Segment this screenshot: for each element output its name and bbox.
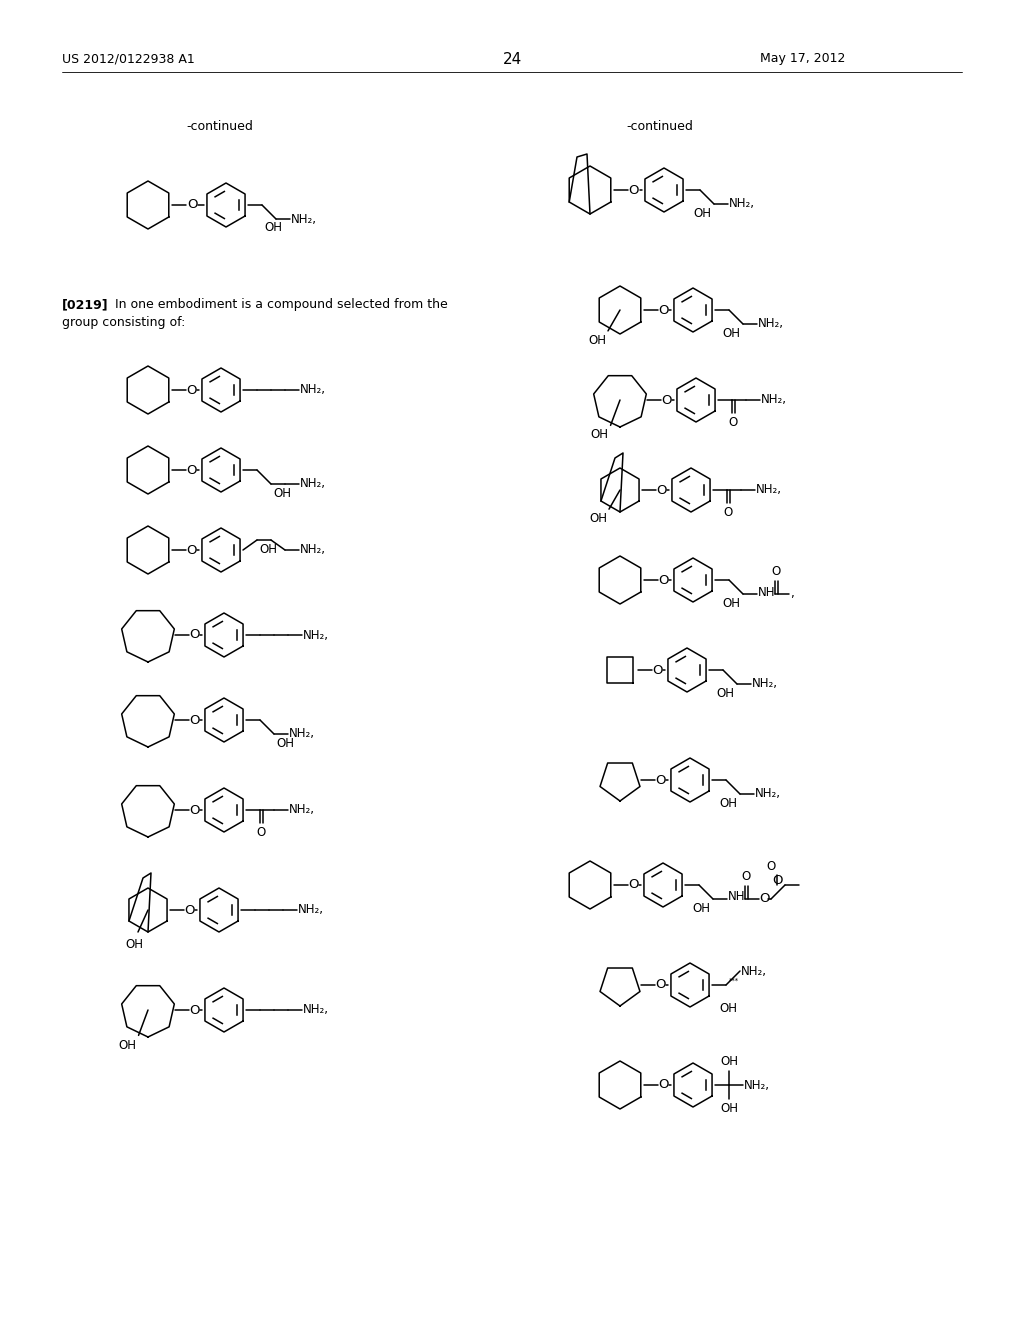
Text: NH₂,: NH₂, [303,628,329,642]
Text: O: O [771,565,780,578]
Text: 24: 24 [503,51,521,67]
Text: O: O [772,874,783,887]
Text: O: O [759,892,769,906]
Text: ***: *** [729,978,739,983]
Text: In one embodiment is a compound selected from the: In one embodiment is a compound selected… [115,298,447,312]
Text: NH₂,: NH₂, [291,213,317,226]
Text: OH: OH [119,1039,136,1052]
Text: OH: OH [273,487,291,500]
Text: NH: NH [758,586,775,598]
Text: OH: OH [588,334,606,347]
Text: O: O [728,416,737,429]
Text: O: O [189,714,200,726]
Text: O: O [652,664,663,676]
Text: O: O [628,879,639,891]
Text: ,: , [790,587,794,601]
Text: O: O [723,506,732,519]
Text: NH₂,: NH₂, [298,903,324,916]
Text: OH: OH [589,512,607,525]
Text: O: O [741,870,751,883]
Text: NH₂,: NH₂, [752,677,778,690]
Text: O: O [186,384,197,396]
Text: NH₂,: NH₂, [744,1078,770,1092]
Text: O: O [656,483,667,496]
Text: NH₂,: NH₂, [755,788,781,800]
Text: -continued: -continued [627,120,693,133]
Text: NH₂,: NH₂, [729,198,755,210]
Text: O: O [655,774,666,787]
Text: OH: OH [692,902,710,915]
Text: NH₂,: NH₂, [758,318,784,330]
Text: OH: OH [722,327,740,341]
Text: [0219]: [0219] [62,298,109,312]
Text: O: O [658,1078,669,1092]
Text: OH: OH [716,686,734,700]
Text: OH: OH [259,543,278,556]
Text: NH₂,: NH₂, [756,483,782,496]
Text: NH₂,: NH₂, [289,804,315,817]
Text: O: O [256,826,265,840]
Text: NH₂,: NH₂, [300,384,326,396]
Text: OH: OH [693,207,711,220]
Text: O: O [186,544,197,557]
Text: O: O [184,903,195,916]
Text: O: O [189,804,200,817]
Text: US 2012/0122938 A1: US 2012/0122938 A1 [62,51,195,65]
Text: NH₂,: NH₂, [300,478,326,491]
Text: May 17, 2012: May 17, 2012 [760,51,846,65]
Text: OH: OH [719,797,737,810]
Text: O: O [628,183,639,197]
Text: NH₂,: NH₂, [741,965,767,978]
Text: group consisting of:: group consisting of: [62,315,185,329]
Text: O: O [187,198,198,211]
Text: OH: OH [591,429,608,441]
Text: NH₂,: NH₂, [761,393,787,407]
Text: O: O [766,861,775,873]
Text: O: O [186,463,197,477]
Text: OH: OH [719,1002,737,1015]
Text: OH: OH [264,220,282,234]
Text: O: O [189,628,200,642]
Text: O: O [189,1003,200,1016]
Text: NH: NH [728,891,745,903]
Text: -continued: -continued [186,120,253,133]
Text: OH: OH [722,597,740,610]
Text: O: O [658,304,669,317]
Text: O: O [662,393,672,407]
Text: OH: OH [720,1102,738,1115]
Text: NH₂,: NH₂, [303,1003,329,1016]
Text: NH₂,: NH₂, [300,544,326,557]
Text: OH: OH [125,939,143,950]
Text: O: O [655,978,666,991]
Text: OH: OH [276,737,294,750]
Text: NH₂,: NH₂, [289,727,315,741]
Text: O: O [658,573,669,586]
Text: OH: OH [720,1055,738,1068]
